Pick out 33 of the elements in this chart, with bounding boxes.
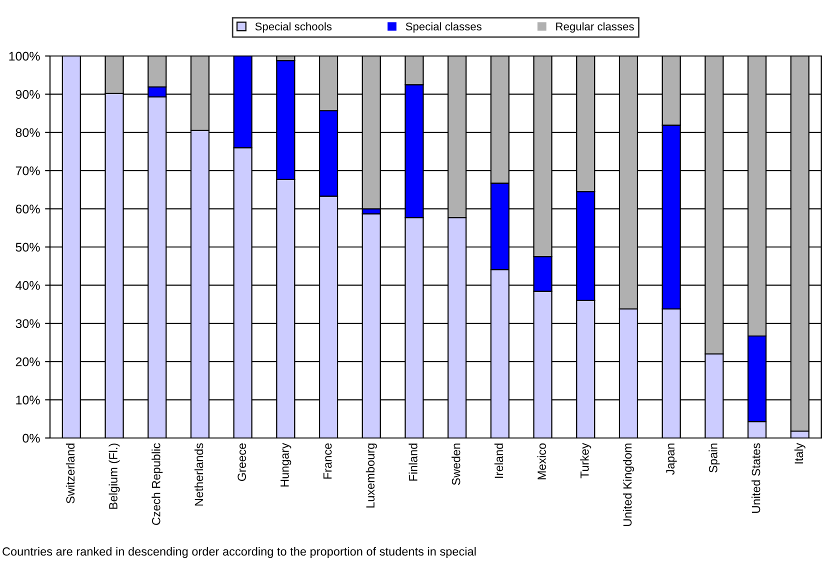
x-tick-label: Turkey <box>580 442 592 478</box>
x-tick-label: Italy <box>794 442 806 464</box>
y-tick-label: 40% <box>16 281 40 290</box>
x-tick-label: Sweden <box>452 444 460 485</box>
x-tick-label: Switzerland <box>66 444 75 504</box>
y-tick-label: 60% <box>16 204 40 214</box>
y-tick-label: 50% <box>16 242 40 252</box>
x-tick-label: Hungary <box>280 442 292 487</box>
y-tick-label: 10% <box>16 396 40 404</box>
legend-label: Special schools <box>255 22 332 33</box>
y-tick-label: 80% <box>16 128 40 138</box>
y-tick-label: 90% <box>16 90 40 99</box>
x-tick-label: Mexico <box>537 443 546 480</box>
x-tick-label: Greece <box>238 443 246 481</box>
y-tick-label: 100% <box>9 52 40 61</box>
legend-label: Special classes <box>406 22 482 33</box>
x-tick-label: Czech Republic <box>152 443 163 525</box>
y-tick-label: 70% <box>16 166 40 176</box>
x-tick-label: Luxembourg <box>366 444 377 508</box>
y-tick-label: 0% <box>22 434 40 443</box>
x-tick-label: Finland <box>408 444 418 481</box>
x-tick-label: United States <box>752 443 760 513</box>
y-tick-label: 30% <box>16 319 40 328</box>
x-tick-label: Ireland <box>494 444 504 478</box>
x-tick-label: Japan <box>666 444 677 475</box>
x-tick-label: Spain <box>708 444 720 473</box>
text: Countries are ranked in descending order according to the proportion of students in special <box>2 546 476 558</box>
legend-label: Regular classes <box>556 22 634 33</box>
x-tick-label: France <box>323 443 332 479</box>
y-tick-label: 20% <box>16 357 40 366</box>
x-tick-label: Netherlands <box>194 443 204 506</box>
x-tick-label: Belgium (Fl.) <box>108 444 120 509</box>
x-tick-label: United Kingdom <box>622 444 634 526</box>
